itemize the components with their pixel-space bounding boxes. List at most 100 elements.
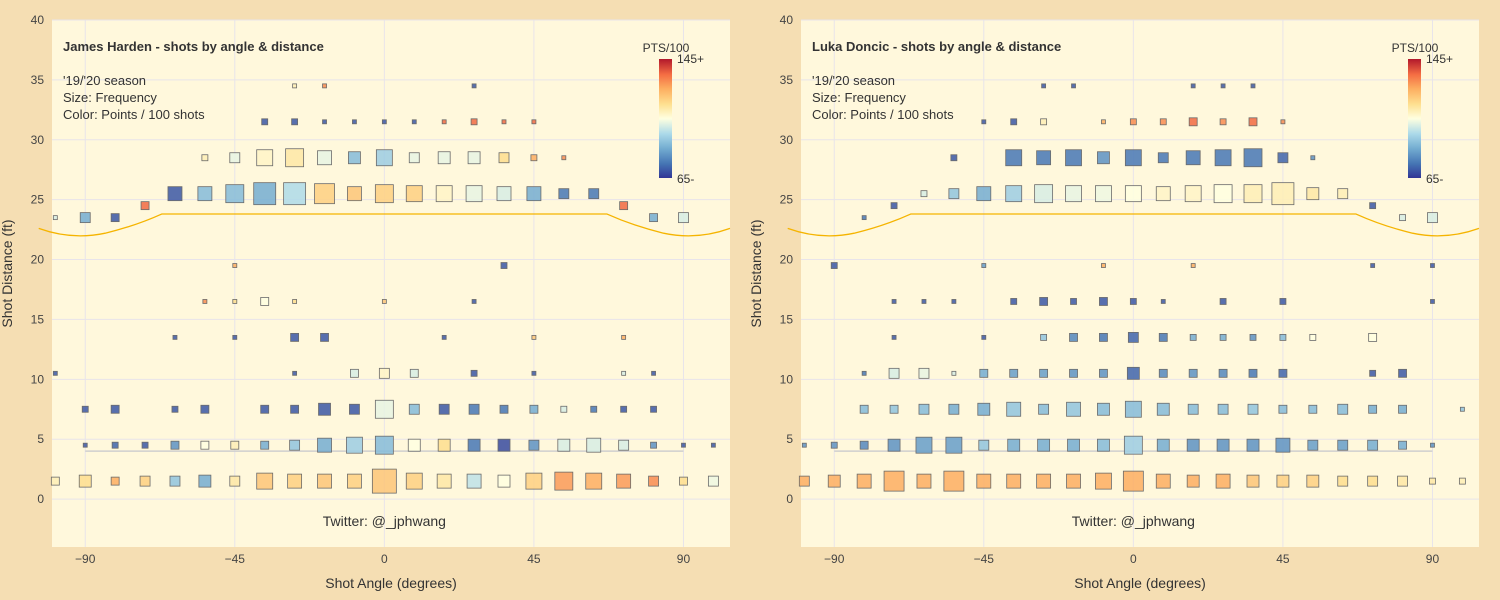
shot-marker[interactable]	[317, 437, 332, 453]
shot-marker[interactable]	[554, 471, 574, 491]
shot-marker[interactable]	[349, 403, 360, 415]
shot-marker[interactable]	[918, 403, 930, 415]
shot-marker[interactable]	[1430, 442, 1435, 448]
shot-marker[interactable]	[1213, 184, 1233, 204]
shot-marker[interactable]	[468, 403, 480, 415]
shot-marker[interactable]	[1307, 439, 1319, 451]
shot-marker[interactable]	[859, 440, 869, 450]
shot-marker[interactable]	[256, 472, 274, 490]
shot-marker[interactable]	[1337, 188, 1349, 200]
shot-marker[interactable]	[945, 436, 963, 454]
shot-marker[interactable]	[1124, 185, 1142, 203]
shot-marker[interactable]	[1189, 333, 1197, 341]
shot-marker[interactable]	[1070, 298, 1077, 305]
shot-marker[interactable]	[557, 438, 571, 452]
shot-marker[interactable]	[650, 441, 657, 449]
shot-marker[interactable]	[618, 439, 630, 451]
shot-marker[interactable]	[500, 262, 508, 269]
shot-marker[interactable]	[558, 188, 570, 200]
shot-marker[interactable]	[322, 119, 327, 125]
shot-marker[interactable]	[916, 473, 932, 489]
shot-marker[interactable]	[497, 438, 511, 452]
shot-marker[interactable]	[1398, 404, 1407, 414]
shot-marker[interactable]	[1337, 439, 1349, 451]
shot-marker[interactable]	[292, 83, 298, 89]
shot-marker[interactable]	[619, 201, 629, 211]
shot-marker[interactable]	[888, 367, 900, 379]
shot-marker[interactable]	[1246, 474, 1260, 488]
shot-marker[interactable]	[1399, 214, 1406, 222]
shot-marker[interactable]	[317, 473, 332, 489]
shot-marker[interactable]	[1370, 263, 1376, 268]
shot-marker[interactable]	[229, 475, 241, 487]
shot-marker[interactable]	[649, 213, 658, 223]
shot-marker[interactable]	[52, 370, 58, 376]
shot-marker[interactable]	[889, 404, 899, 414]
shot-marker[interactable]	[1458, 477, 1466, 485]
shot-marker[interactable]	[1007, 438, 1021, 452]
shot-marker[interactable]	[1218, 368, 1228, 378]
shot-marker[interactable]	[1278, 368, 1288, 378]
shot-marker[interactable]	[292, 299, 298, 304]
shot-marker[interactable]	[471, 299, 477, 304]
shot-marker[interactable]	[1249, 333, 1257, 341]
shot-marker[interactable]	[1220, 83, 1226, 89]
shot-marker[interactable]	[1184, 185, 1202, 203]
shot-marker[interactable]	[920, 190, 928, 198]
shot-marker[interactable]	[1310, 155, 1316, 161]
shot-marker[interactable]	[678, 212, 689, 224]
shot-marker[interactable]	[861, 215, 867, 221]
shot-marker[interactable]	[1277, 152, 1289, 164]
shot-marker[interactable]	[1190, 83, 1196, 89]
shot-marker[interactable]	[170, 440, 180, 450]
shot-marker[interactable]	[1250, 83, 1256, 89]
shot-marker[interactable]	[1157, 152, 1169, 164]
shot-marker[interactable]	[981, 263, 987, 268]
shot-marker[interactable]	[1279, 298, 1287, 305]
shot-marker[interactable]	[172, 334, 178, 340]
shot-marker[interactable]	[287, 473, 303, 489]
shot-marker[interactable]	[437, 438, 451, 452]
shot-marker[interactable]	[1306, 187, 1320, 201]
shot-marker[interactable]	[1279, 333, 1287, 341]
shot-marker[interactable]	[1397, 475, 1408, 487]
shot-marker[interactable]	[470, 118, 478, 126]
shot-marker[interactable]	[470, 369, 478, 377]
shot-marker[interactable]	[471, 83, 477, 89]
shot-marker[interactable]	[981, 119, 987, 125]
shot-marker[interactable]	[1041, 83, 1047, 89]
shot-marker[interactable]	[1219, 333, 1227, 341]
shot-marker[interactable]	[352, 119, 357, 125]
shot-marker[interactable]	[531, 334, 537, 340]
shot-marker[interactable]	[438, 403, 450, 415]
shot-marker[interactable]	[1427, 212, 1438, 224]
shot-marker[interactable]	[1006, 473, 1022, 489]
shot-marker[interactable]	[198, 474, 212, 488]
shot-marker[interactable]	[79, 212, 91, 224]
shot-marker[interactable]	[318, 402, 331, 416]
shot-marker[interactable]	[317, 150, 332, 166]
shot-marker[interactable]	[798, 475, 810, 487]
shot-marker[interactable]	[1337, 475, 1349, 487]
shot-marker[interactable]	[441, 119, 447, 125]
shot-marker[interactable]	[1066, 473, 1081, 489]
shot-marker[interactable]	[409, 368, 419, 378]
shot-marker[interactable]	[1101, 263, 1106, 268]
shot-marker[interactable]	[950, 154, 958, 162]
shot-marker[interactable]	[616, 473, 632, 489]
shot-marker[interactable]	[82, 442, 88, 448]
shot-marker[interactable]	[405, 185, 423, 203]
shot-marker[interactable]	[1037, 438, 1051, 452]
shot-marker[interactable]	[498, 152, 510, 164]
shot-marker[interactable]	[1005, 149, 1023, 167]
shot-marker[interactable]	[1278, 404, 1288, 414]
shot-marker[interactable]	[1430, 263, 1435, 268]
shot-marker[interactable]	[1367, 439, 1379, 451]
shot-marker[interactable]	[1190, 263, 1196, 268]
shot-marker[interactable]	[1159, 118, 1167, 126]
shot-marker[interactable]	[1186, 438, 1200, 452]
shot-marker[interactable]	[381, 119, 387, 125]
shot-marker[interactable]	[320, 332, 329, 342]
shot-marker[interactable]	[1040, 333, 1048, 341]
shot-marker[interactable]	[1069, 332, 1078, 342]
